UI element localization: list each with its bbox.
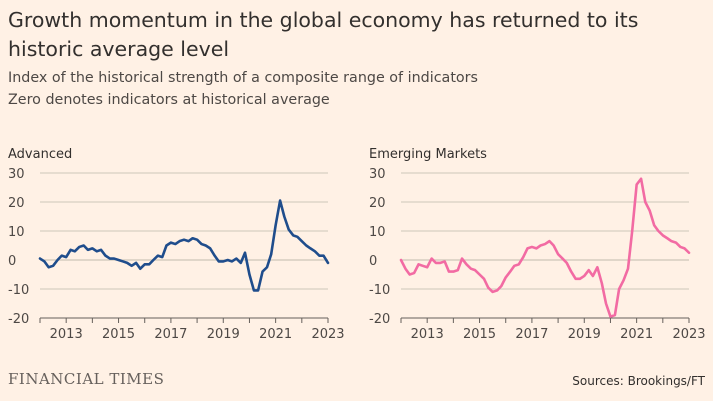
y-tick-label-advanced-0: 0: [8, 254, 16, 269]
y-tick-label-emerging-markets-0: 0: [369, 254, 377, 269]
y-tick-label-advanced-10: 10: [8, 225, 25, 240]
source-note: Sources: Brookings/FT: [572, 374, 705, 388]
y-tick-label-emerging-markets-30: 30: [369, 167, 386, 182]
y-tick-label-advanced-30: 30: [8, 167, 25, 182]
chart-title: Growth momentum in the global economy ha…: [8, 8, 639, 61]
series-line-emerging-markets: [399, 177, 691, 318]
x-tick-label-emerging-markets-2015: 2015: [463, 327, 496, 342]
x-tick-label-emerging-markets-2021: 2021: [620, 327, 653, 342]
x-tick-label-advanced-2019: 2019: [207, 327, 240, 342]
x-tick-label-advanced-2013: 2013: [50, 327, 83, 342]
ft-logo: FINANCIAL TIMES: [8, 370, 165, 388]
x-tick-label-advanced-2021: 2021: [259, 327, 292, 342]
chart-subtitle-1: Index of the historical strength of a co…: [8, 70, 478, 86]
y-tick-label-emerging-markets--10: -10: [369, 283, 390, 298]
panel-title-advanced: Advanced: [8, 147, 72, 162]
series-line-advanced: [38, 199, 330, 292]
x-tick-label-advanced-2015: 2015: [102, 327, 135, 342]
y-tick-label-emerging-markets--20: -20: [369, 312, 390, 327]
chart-subtitle-2: Zero denotes indicators at historical av…: [8, 92, 330, 108]
x-tick-label-emerging-markets-2023: 2023: [672, 327, 705, 342]
x-tick-label-emerging-markets-2019: 2019: [568, 327, 601, 342]
y-tick-label-advanced--20: -20: [8, 312, 29, 327]
y-tick-label-advanced-20: 20: [8, 196, 25, 211]
x-tick-label-emerging-markets-2017: 2017: [515, 327, 548, 342]
panel-title-emerging-markets: Emerging Markets: [369, 147, 487, 162]
x-tick-label-advanced-2017: 2017: [154, 327, 187, 342]
x-tick-label-advanced-2023: 2023: [311, 327, 344, 342]
x-tick-label-emerging-markets-2013: 2013: [411, 327, 444, 342]
y-tick-label-emerging-markets-20: 20: [369, 196, 386, 211]
y-tick-label-emerging-markets-10: 10: [369, 225, 386, 240]
y-tick-label-advanced--10: -10: [8, 283, 29, 298]
